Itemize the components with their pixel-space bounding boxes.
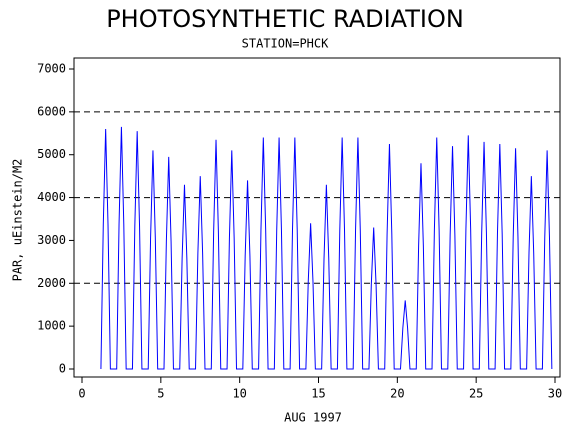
- x-tick-label: 30: [548, 387, 562, 401]
- y-tick-label: 0: [59, 362, 66, 376]
- plot-frame: [73, 57, 561, 378]
- y-tick-label: 4000: [37, 190, 66, 204]
- y-tick-label: 7000: [37, 62, 66, 76]
- x-tick-label: 20: [390, 387, 404, 401]
- y-tick-label: 5000: [37, 147, 66, 161]
- y-tick-label: 6000: [37, 104, 66, 118]
- chart-subtitle: STATION=PHCK: [242, 37, 329, 51]
- x-tick-label: 10: [232, 387, 246, 401]
- data-line: [100, 126, 553, 370]
- x-tick-label: 0: [78, 387, 85, 401]
- x-axis-label: AUG 1997: [284, 411, 342, 425]
- y-tick-label: 1000: [37, 319, 66, 333]
- y-tick-label: 2000: [37, 276, 66, 290]
- chart-title: PHOTOSYNTHETIC RADIATION: [106, 5, 464, 33]
- x-tick-label: 5: [157, 387, 164, 401]
- y-tick-label: 3000: [37, 233, 66, 247]
- x-tick-label: 25: [469, 387, 483, 401]
- x-tick-label: 15: [311, 387, 325, 401]
- y-axis-label: PAR, uEinstein/M2: [11, 159, 25, 282]
